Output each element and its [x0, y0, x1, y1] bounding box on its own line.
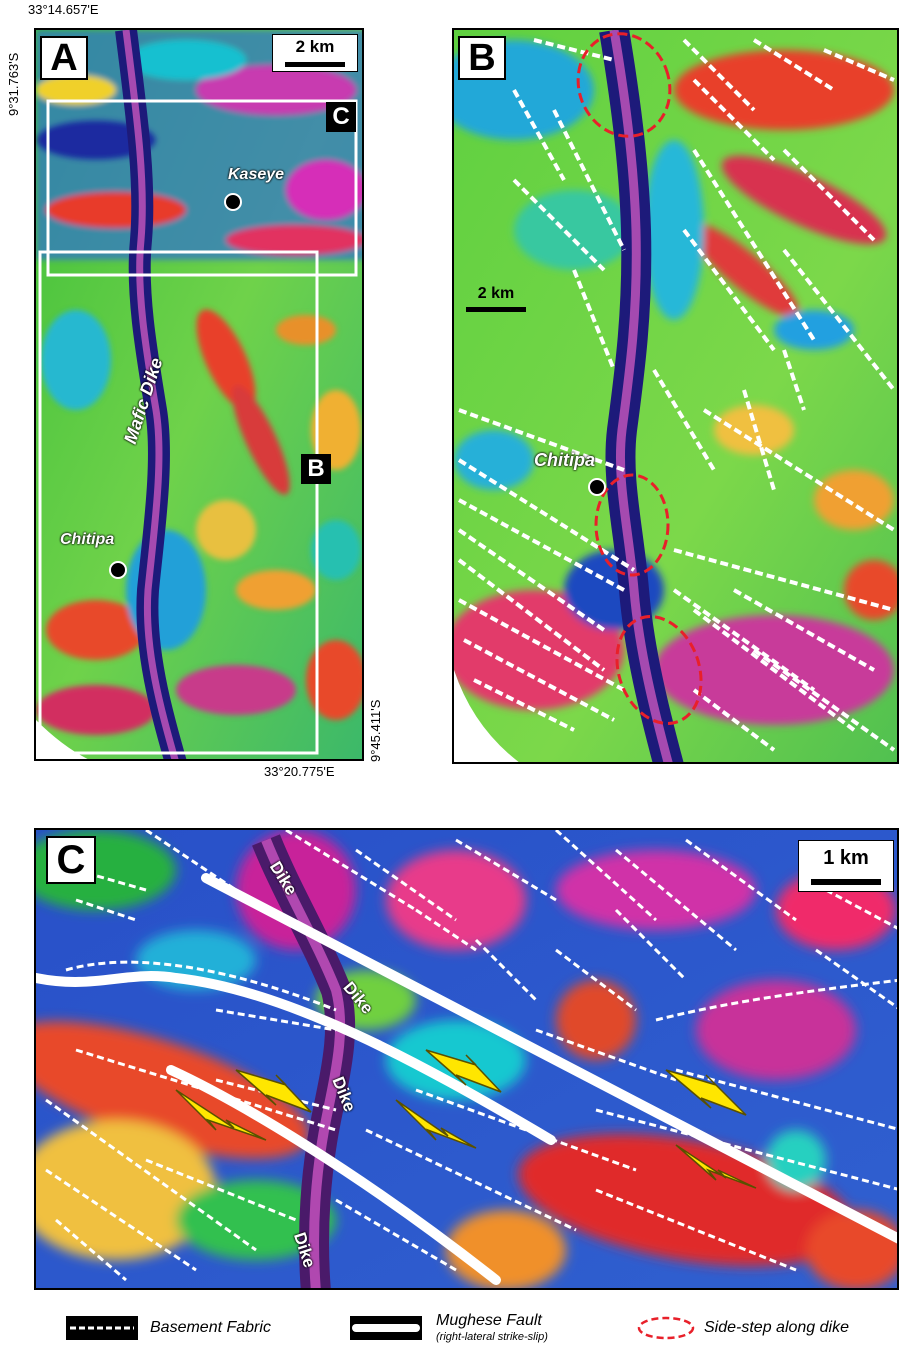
- panel-a-magnetic-image: [36, 30, 362, 759]
- legend-basement-fabric: Basement Fabric: [66, 1312, 326, 1342]
- legend-mughese-fault-symbol: [350, 1316, 422, 1340]
- kaseye-label: Kaseye: [228, 166, 285, 183]
- panel-c-magnetic-image: [36, 830, 897, 1288]
- mughese-fault-1: [201, 873, 897, 1244]
- chitipa-marker-a: [109, 561, 127, 579]
- coord-top-left-lon: 33°14.657'E: [28, 2, 99, 17]
- panel-a-map: A 2 km C B Kaseye Chitipa Mafic Dike: [34, 28, 364, 761]
- legend-mughese-fault: Mughese Fault (right-lateral strike-slip…: [350, 1312, 620, 1343]
- panel-b-label: B: [458, 36, 506, 80]
- strike-slip-arrow-3: [175, 1089, 267, 1141]
- chitipa-label-b: Chitipa: [534, 450, 595, 470]
- panel-c-label: C: [46, 836, 96, 884]
- inset-c-label: C: [326, 102, 356, 132]
- coord-bottom-right-lon: 33°20.775'E: [264, 764, 335, 779]
- panel-b-map: B 2 km Chitipa: [452, 28, 899, 764]
- legend-basement-fabric-label: Basement Fabric: [150, 1319, 271, 1336]
- side-step-ellipse-2: [594, 473, 670, 577]
- mughese-fault-3: [166, 1065, 501, 1285]
- legend-side-step: Side-step along dike: [636, 1312, 896, 1342]
- panel-a-scale-bar: 2 km: [272, 34, 358, 72]
- strike-slip-arrow-5: [665, 1069, 747, 1116]
- panel-a-label: A: [40, 36, 88, 80]
- panel-b-scale-line: [466, 307, 526, 312]
- panel-b-scale-label: 2 km: [477, 285, 515, 302]
- panel-c-scale-bar: 1 km: [798, 840, 894, 892]
- chitipa-marker-b: [588, 478, 606, 496]
- strike-slip-arrow-4: [395, 1099, 477, 1149]
- panel-c-scale-label: 1 km: [823, 847, 869, 869]
- legend-side-step-label: Side-step along dike: [704, 1319, 849, 1336]
- kaseye-marker: [224, 193, 242, 211]
- strike-slip-arrow-6: [675, 1144, 757, 1189]
- panel-b-magnetic-image: [454, 30, 897, 762]
- panel-c-map: C 1 km Dike Dike Dike Dike: [34, 828, 899, 1290]
- inset-box-c: [46, 99, 358, 277]
- legend-basement-fabric-symbol: [66, 1316, 138, 1340]
- legend-mughese-fault-label: Mughese Fault: [436, 1312, 542, 1329]
- mughese-fault-2: [36, 971, 556, 1145]
- strike-slip-arrow-1: [425, 1049, 502, 1093]
- inset-b-label: B: [301, 454, 331, 484]
- chitipa-label-a: Chitipa: [60, 531, 115, 548]
- panel-c-scale-line: [811, 879, 881, 885]
- panel-a-scale-label: 2 km: [295, 37, 335, 56]
- side-step-ellipse-3: [615, 615, 703, 725]
- coord-top-left-lat: 9°31.763'S: [6, 52, 21, 116]
- panel-b-scale-bar: 2 km: [466, 285, 526, 315]
- side-step-ellipse-1: [576, 32, 672, 138]
- strike-slip-arrow-2: [235, 1069, 312, 1113]
- panel-a-scale-line: [285, 62, 345, 67]
- legend-side-step-symbol: [637, 1316, 695, 1340]
- inset-box-b: [38, 250, 319, 755]
- coord-bottom-right-lat: 9°45.411'S: [368, 699, 383, 762]
- legend-mughese-fault-sublabel: (right-lateral strike-slip): [436, 1331, 548, 1343]
